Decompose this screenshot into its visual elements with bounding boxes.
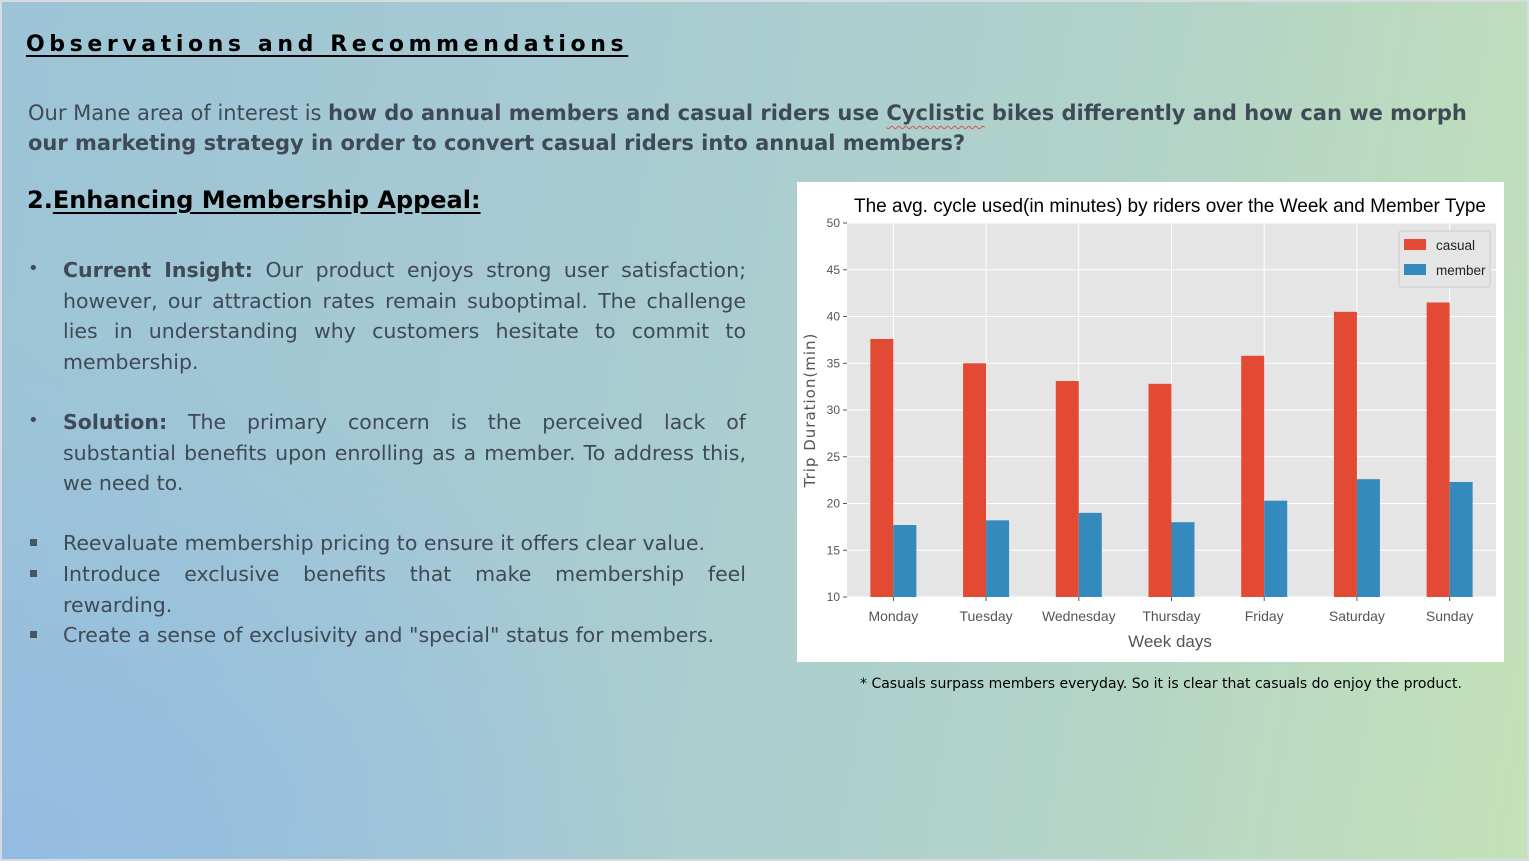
sub-bullet: Introduce exclusive benefits that make m… bbox=[63, 562, 746, 617]
y-tick-label: 35 bbox=[827, 356, 841, 370]
section-title: Enhancing Membership Appeal: bbox=[52, 186, 481, 214]
sub-bullet: Create a sense of exclusivity and "speci… bbox=[63, 623, 714, 647]
x-tick-label: Sunday bbox=[1426, 608, 1473, 624]
legend-label-casual: casual bbox=[1436, 238, 1475, 253]
sub-bullet: Reevaluate membership pricing to ensure … bbox=[63, 531, 706, 555]
intro-lead: Our Mane area of interest is bbox=[28, 101, 329, 125]
spellcheck-flagged-word: Cyclistic bbox=[886, 101, 985, 125]
x-tick-label: Saturday bbox=[1329, 608, 1385, 624]
x-axis-ticks: Monday Tuesday Wednesday Thursday Friday Satu… bbox=[868, 597, 1473, 624]
bullet-dot-icon: • bbox=[28, 410, 39, 431]
bar-member bbox=[1264, 500, 1288, 597]
bar-casual bbox=[1333, 311, 1357, 597]
y-tick-label: 15 bbox=[827, 543, 841, 557]
y-tick-label: 30 bbox=[827, 403, 841, 417]
legend: casual member bbox=[1398, 230, 1491, 288]
bullet-current-insight: Current Insight: Our product enjoys stro… bbox=[63, 255, 746, 377]
bar-casual bbox=[1148, 383, 1172, 597]
chart-title: The avg. cycle used(in minutes) by rider… bbox=[854, 196, 1486, 217]
y-axis-ticks: 10 15 20 25 30 35 40 45 50 bbox=[827, 216, 847, 604]
intro-question-part2: bikes differently and how can we morph o… bbox=[28, 101, 1467, 155]
y-tick-label: 40 bbox=[827, 310, 841, 324]
y-tick-label: 10 bbox=[827, 590, 841, 604]
section-heading: 2.Enhancing Membership Appeal: bbox=[27, 186, 481, 214]
x-tick-label: Monday bbox=[868, 608, 918, 624]
bar-casual bbox=[1055, 381, 1079, 597]
x-axis-label: Week days bbox=[1128, 632, 1212, 651]
square-bullet-icon bbox=[30, 570, 37, 577]
bullet-text: The primary concern is the perceived lac… bbox=[63, 410, 746, 495]
chart-footnote: * Casuals surpass members everyday. So i… bbox=[860, 676, 1462, 692]
bar-member bbox=[1356, 479, 1380, 597]
y-tick-label: 45 bbox=[827, 263, 841, 277]
bar-member bbox=[1171, 522, 1195, 597]
x-tick-label: Thursday bbox=[1142, 608, 1200, 624]
square-bullet-icon bbox=[30, 631, 37, 638]
bar-member bbox=[893, 525, 917, 597]
section-number: 2. bbox=[27, 186, 53, 214]
intro-question: how do annual members and casual riders … bbox=[28, 101, 1467, 155]
bullet-text: Our product enjoys strong user satisfact… bbox=[63, 258, 746, 374]
legend-swatch-casual bbox=[1404, 239, 1426, 250]
bar-casual bbox=[1426, 302, 1450, 597]
bar-member bbox=[986, 520, 1010, 597]
x-tick-label: Tuesday bbox=[959, 608, 1012, 624]
bar-chart: The avg. cycle used(in minutes) by rider… bbox=[801, 196, 1496, 651]
bar-member bbox=[1449, 481, 1473, 597]
x-tick-label: Wednesday bbox=[1042, 608, 1116, 624]
bar-casual bbox=[1241, 355, 1265, 597]
bullet-solution: Solution: The primary concern is the per… bbox=[63, 407, 746, 499]
y-axis-label: Trip Duration(min) bbox=[801, 333, 819, 489]
y-tick-label: 50 bbox=[827, 216, 841, 230]
intro-paragraph: Our Mane area of interest is how do annu… bbox=[28, 98, 1503, 158]
bar-casual bbox=[963, 363, 987, 597]
legend-label-member: member bbox=[1436, 263, 1486, 278]
bullet-dot-icon: • bbox=[28, 258, 39, 279]
bar-member bbox=[1078, 512, 1102, 597]
legend-swatch-member bbox=[1404, 264, 1426, 275]
x-tick-label: Friday bbox=[1245, 608, 1284, 624]
chart-image: The avg. cycle used(in minutes) by rider… bbox=[797, 182, 1504, 662]
slide-title: Observations and Recommendations bbox=[26, 32, 629, 57]
y-tick-label: 20 bbox=[827, 497, 841, 511]
bars bbox=[870, 302, 1473, 597]
square-bullet-icon bbox=[30, 539, 37, 546]
bullet-label: Current Insight: bbox=[63, 258, 254, 282]
bullet-label: Solution: bbox=[63, 410, 168, 434]
bar-casual bbox=[870, 338, 894, 597]
intro-question-part1: how do annual members and casual riders … bbox=[328, 101, 887, 125]
y-tick-label: 25 bbox=[827, 450, 841, 464]
